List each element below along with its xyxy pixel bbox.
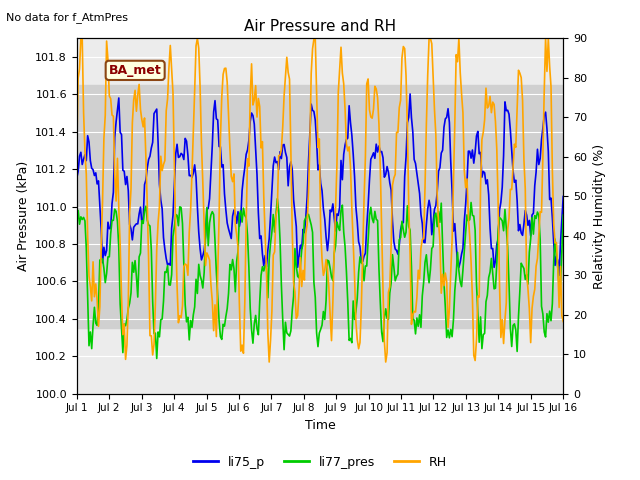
Legend: li75_p, li77_pres, RH: li75_p, li77_pres, RH xyxy=(188,451,452,474)
X-axis label: Time: Time xyxy=(305,419,335,432)
Text: No data for f_AtmPres: No data for f_AtmPres xyxy=(6,12,129,23)
Y-axis label: Relativity Humidity (%): Relativity Humidity (%) xyxy=(593,144,605,288)
Y-axis label: Air Pressure (kPa): Air Pressure (kPa) xyxy=(17,161,30,271)
Bar xyxy=(77,85,563,328)
Text: BA_met: BA_met xyxy=(109,64,161,77)
Title: Air Pressure and RH: Air Pressure and RH xyxy=(244,20,396,35)
